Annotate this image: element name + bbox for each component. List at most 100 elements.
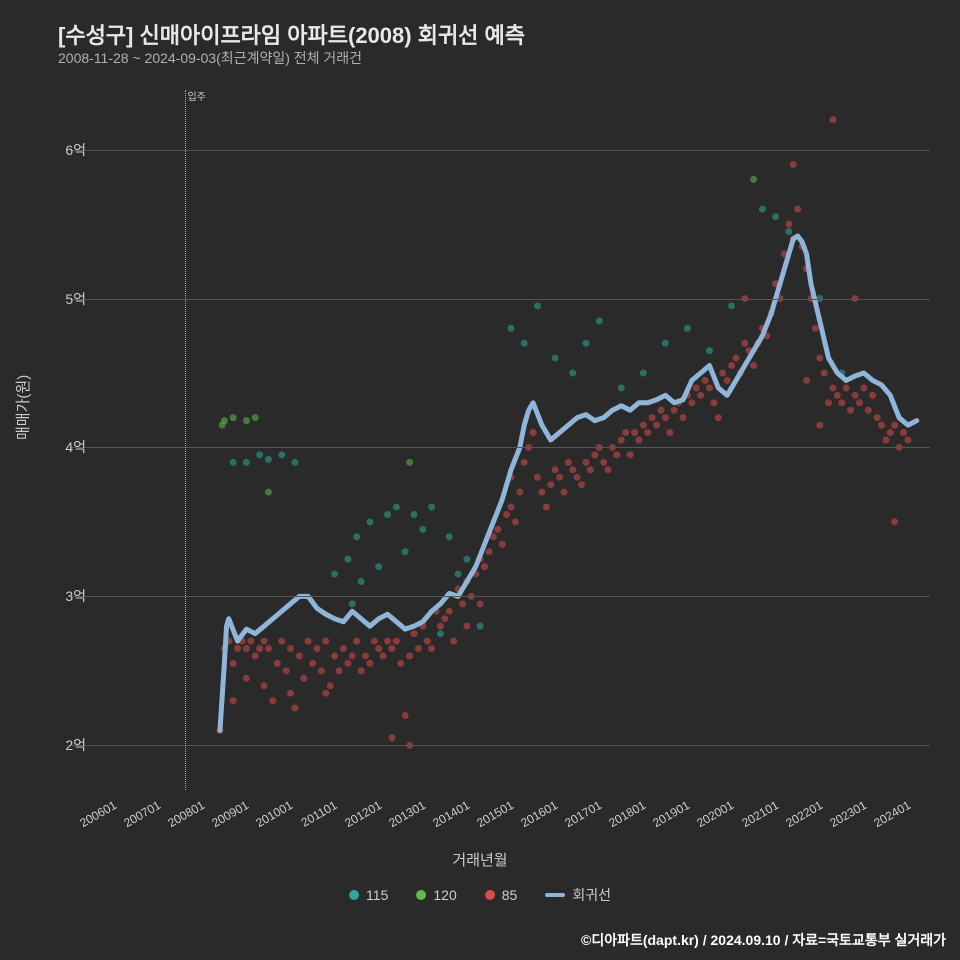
scatter-dot-85 xyxy=(300,675,307,682)
xtick-label: 201001 xyxy=(254,798,296,830)
scatter-dot-85 xyxy=(499,541,506,548)
scatter-dot-85 xyxy=(477,600,484,607)
chart-container: [수성구] 신매아이프라임 아파트(2008) 회귀선 예측 2008-11-2… xyxy=(0,0,960,960)
scatter-dot-85 xyxy=(552,466,559,473)
xtick-label: 200701 xyxy=(121,798,163,830)
scatter-dot-85 xyxy=(353,638,360,645)
xtick-label: 200901 xyxy=(210,798,252,830)
scatter-dot-115 xyxy=(569,369,576,376)
scatter-dot-85 xyxy=(547,481,554,488)
scatter-dot-115 xyxy=(552,355,559,362)
scatter-dot-85 xyxy=(710,399,717,406)
scatter-dot-85 xyxy=(446,608,453,615)
scatter-dot-85 xyxy=(327,682,334,689)
scatter-dot-85 xyxy=(878,422,885,429)
xtick-label: 202401 xyxy=(871,798,913,830)
scatter-dot-115 xyxy=(411,511,418,518)
scatter-dot-85 xyxy=(869,392,876,399)
scatter-dot-85 xyxy=(349,652,356,659)
scatter-dot-85 xyxy=(516,489,523,496)
scatter-dot-85 xyxy=(732,355,739,362)
scatter-dot-115 xyxy=(437,630,444,637)
scatter-dot-115 xyxy=(230,459,237,466)
scatter-dot-115 xyxy=(375,563,382,570)
scatter-dot-85 xyxy=(261,682,268,689)
scatter-dot-85 xyxy=(662,414,669,421)
scatter-dot-85 xyxy=(340,645,347,652)
scatter-dot-120 xyxy=(230,414,237,421)
xtick-label: 202001 xyxy=(695,798,737,830)
scatter-dot-85 xyxy=(424,638,431,645)
legend-swatch xyxy=(416,890,426,900)
scatter-dot-85 xyxy=(243,675,250,682)
chart-subtitle: 2008-11-28 ~ 2024-09-03(최근계약일) 전체 거래건 xyxy=(58,48,362,68)
scatter-dot-115 xyxy=(521,340,528,347)
scatter-dot-115 xyxy=(640,369,647,376)
scatter-dot-115 xyxy=(662,340,669,347)
scatter-dot-85 xyxy=(627,451,634,458)
scatter-dot-85 xyxy=(666,429,673,436)
scatter-dot-115 xyxy=(291,459,298,466)
xtick-label: 201401 xyxy=(430,798,472,830)
xtick-label: 202301 xyxy=(827,798,869,830)
scatter-dot-85 xyxy=(261,638,268,645)
xtick-label: 200601 xyxy=(77,798,119,830)
scatter-dot-85 xyxy=(331,652,338,659)
scatter-dot-120 xyxy=(221,417,228,424)
scatter-dot-85 xyxy=(463,623,470,630)
xtick-label: 201801 xyxy=(607,798,649,830)
scatter-dot-85 xyxy=(459,600,466,607)
scatter-dot-85 xyxy=(622,429,629,436)
scatter-dot-85 xyxy=(821,369,828,376)
gridline-h xyxy=(70,745,930,746)
scatter-dot-85 xyxy=(631,429,638,436)
scatter-dot-115 xyxy=(596,317,603,324)
regression-line xyxy=(220,236,917,730)
scatter-dot-85 xyxy=(865,407,872,414)
scatter-dot-115 xyxy=(759,206,766,213)
scatter-dot-85 xyxy=(388,734,395,741)
scatter-dot-85 xyxy=(829,384,836,391)
scatter-dot-115 xyxy=(618,384,625,391)
scatter-dot-115 xyxy=(419,526,426,533)
scatter-dot-85 xyxy=(882,437,889,444)
y-axis-label: 매매가(원) xyxy=(12,375,33,440)
scatter-dot-85 xyxy=(816,422,823,429)
scatter-dot-115 xyxy=(331,571,338,578)
scatter-dot-85 xyxy=(336,667,343,674)
scatter-dot-85 xyxy=(724,377,731,384)
scatter-dot-85 xyxy=(785,221,792,228)
scatter-dot-85 xyxy=(834,392,841,399)
xtick-label: 201901 xyxy=(651,798,693,830)
plot-svg xyxy=(70,90,930,790)
scatter-dot-85 xyxy=(657,407,664,414)
scatter-dot-85 xyxy=(234,645,241,652)
scatter-dot-85 xyxy=(838,399,845,406)
scatter-dot-85 xyxy=(605,466,612,473)
scatter-dot-85 xyxy=(252,652,259,659)
legend-swatch xyxy=(349,890,359,900)
scatter-dot-115 xyxy=(785,228,792,235)
xtick-label: 201201 xyxy=(342,798,384,830)
scatter-dot-85 xyxy=(891,422,898,429)
scatter-dot-85 xyxy=(578,481,585,488)
scatter-dot-85 xyxy=(508,504,515,511)
scatter-dot-85 xyxy=(816,355,823,362)
scatter-dot-115 xyxy=(772,213,779,220)
scatter-dot-115 xyxy=(583,340,590,347)
legend-swatch xyxy=(485,890,495,900)
scatter-dot-85 xyxy=(587,466,594,473)
scatter-dot-85 xyxy=(437,623,444,630)
scatter-dot-85 xyxy=(671,407,678,414)
scatter-dot-85 xyxy=(428,645,435,652)
scatter-dot-85 xyxy=(287,690,294,697)
scatter-dot-120 xyxy=(406,459,413,466)
scatter-dot-85 xyxy=(693,384,700,391)
scatter-dot-85 xyxy=(750,362,757,369)
scatter-dot-85 xyxy=(640,422,647,429)
scatter-dot-85 xyxy=(543,504,550,511)
scatter-dot-85 xyxy=(530,429,537,436)
scatter-dot-85 xyxy=(653,422,660,429)
scatter-dot-115 xyxy=(384,511,391,518)
scatter-dot-85 xyxy=(591,451,598,458)
